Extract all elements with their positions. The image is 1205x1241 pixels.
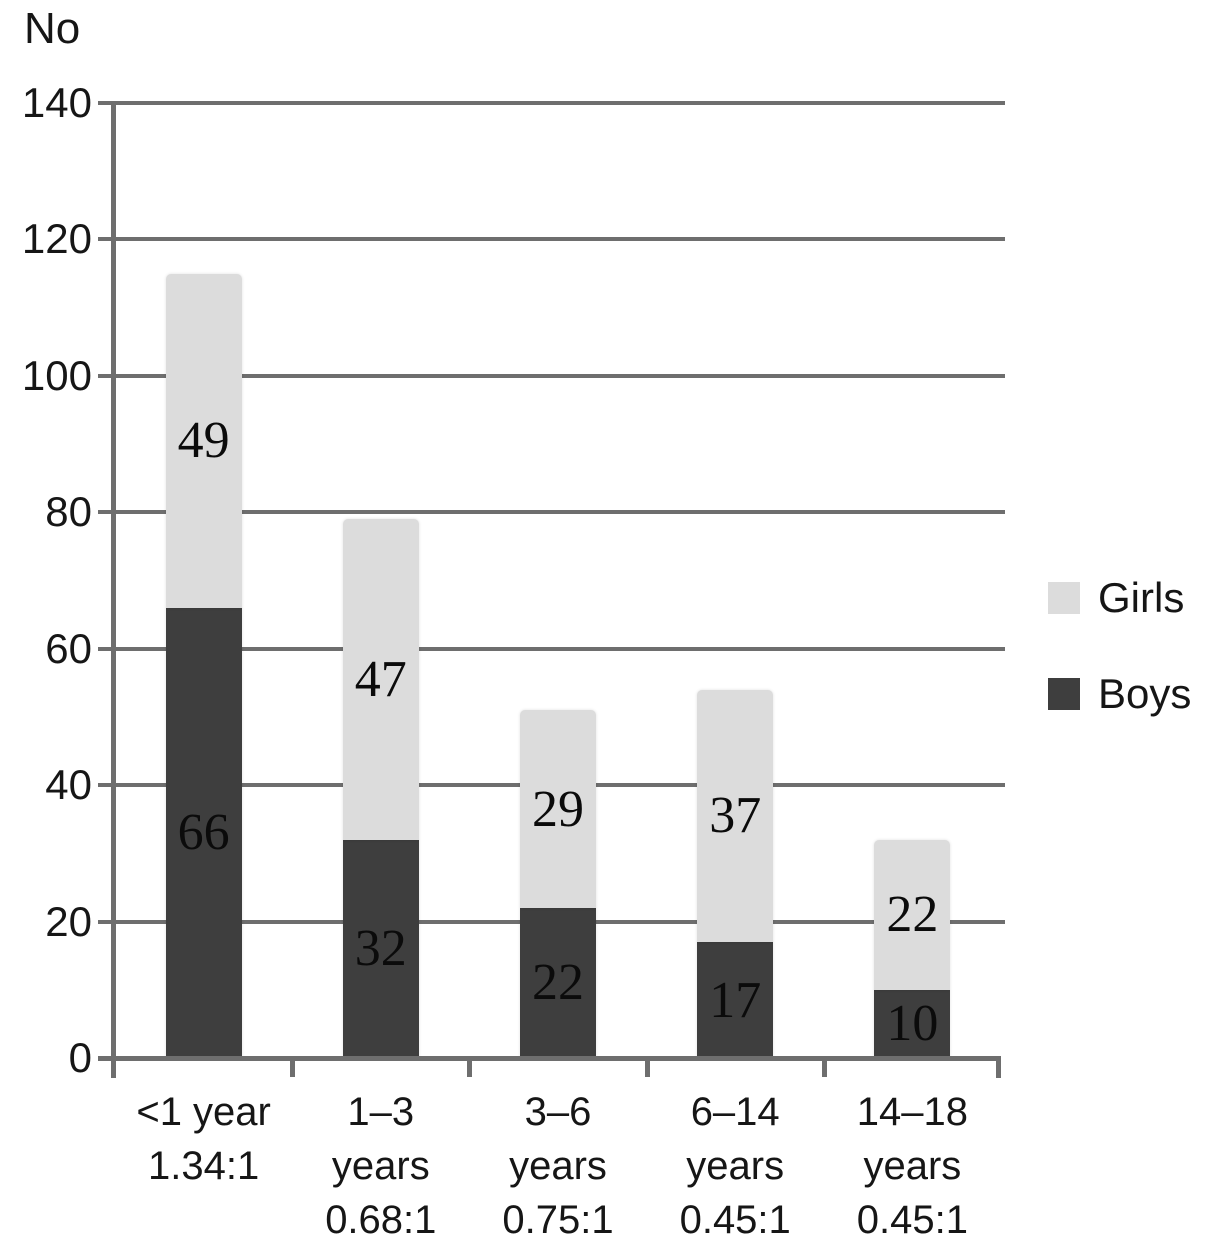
- bar-segment-boys: 17: [697, 942, 774, 1058]
- gridline-120: [98, 237, 1005, 242]
- x-category-label-line: <1 year: [136, 1090, 271, 1134]
- bar-value-label: 32: [354, 920, 407, 978]
- x-category-label: <1 year 1.34:1: [89, 1085, 319, 1193]
- gridline-80: [98, 510, 1005, 515]
- bar-segment-boys: 10: [874, 989, 951, 1058]
- y-tick-label: 40: [45, 761, 92, 809]
- legend-label: Boys: [1098, 670, 1192, 717]
- y-axis-line: [111, 101, 116, 1078]
- x-category-label-line: 0.75:1: [502, 1198, 614, 1241]
- x-category-label-line: years: [863, 1144, 962, 1188]
- x-tick: [821, 1058, 827, 1077]
- bar-segment-girls: 29: [520, 710, 596, 908]
- x-category-label: 14–18 years 0.45:1: [797, 1085, 1027, 1241]
- y-tick-label: 100: [21, 351, 92, 399]
- gridline-100: [98, 373, 1005, 378]
- x-category-label: 1–3 years 0.68:1: [266, 1085, 496, 1241]
- bar-segment-girls: 37: [697, 689, 774, 943]
- x-tick: [467, 1058, 473, 1077]
- bar-value-label: 66: [177, 804, 230, 862]
- x-category-label-line: 0.45:1: [679, 1198, 791, 1241]
- gridline-60: [98, 646, 1005, 651]
- y-tick-label: 80: [45, 488, 92, 536]
- bar-value-label: 22: [532, 954, 584, 1012]
- bar-segment-girls: 47: [342, 519, 419, 840]
- x-tick: [644, 1058, 650, 1077]
- gridline-140: [98, 101, 1005, 105]
- bar-value-label: 49: [177, 412, 230, 470]
- legend-item-girls: Girls: [1048, 574, 1191, 621]
- x-category-label: 6–14 years 0.45:1: [620, 1085, 850, 1241]
- legend-item-boys: Boys: [1048, 670, 1192, 717]
- y-tick-label: 120: [21, 215, 92, 263]
- legend-swatch-boys: [1048, 678, 1080, 710]
- y-axis-title: No: [24, 4, 81, 53]
- x-category-label-line: 14–18: [856, 1090, 968, 1134]
- x-category-label-line: years: [509, 1144, 607, 1188]
- bar-value-label: 10: [886, 995, 939, 1053]
- x-axis-line: [98, 1056, 1000, 1061]
- bar-segment-boys: 32: [342, 839, 419, 1058]
- x-category-label: 3–6 years 0.75:1: [443, 1085, 673, 1241]
- x-category-label-line: 6–14: [690, 1090, 780, 1134]
- y-tick-label: 20: [45, 897, 92, 945]
- y-tick-label: 140: [21, 79, 92, 126]
- legend: Girls Boys: [1048, 574, 1192, 768]
- y-tick-label: 60: [45, 624, 92, 672]
- bar-value-label: 47: [354, 650, 407, 708]
- legend-swatch-girls: [1048, 582, 1080, 614]
- x-tick: [290, 1058, 296, 1077]
- bar-value-label: 17: [709, 971, 762, 1029]
- bar-segment-girls: 22: [874, 839, 951, 990]
- x-category-label-line: 1.34:1: [147, 1144, 260, 1188]
- x-category-label-line: years: [686, 1144, 785, 1188]
- x-category-label-line: 0.45:1: [856, 1198, 968, 1241]
- bar-value-label: 22: [886, 886, 939, 944]
- y-tick-label: 0: [68, 1034, 92, 1081]
- bar-segment-boys: 66: [165, 607, 242, 1058]
- bar-value-label: 29: [532, 780, 584, 838]
- bar-segment-girls: 49: [165, 273, 242, 608]
- x-category-label-line: 1–3: [347, 1090, 415, 1134]
- x-category-label-line: 0.68:1: [325, 1198, 437, 1241]
- x-category-label-line: 3–6: [524, 1090, 592, 1134]
- bar-segment-boys: 22: [520, 907, 596, 1058]
- bar-value-label: 37: [709, 787, 762, 845]
- legend-label: Girls: [1098, 574, 1185, 621]
- x-axis-end-tick: [996, 1056, 1001, 1078]
- x-category-label-line: years: [331, 1144, 430, 1188]
